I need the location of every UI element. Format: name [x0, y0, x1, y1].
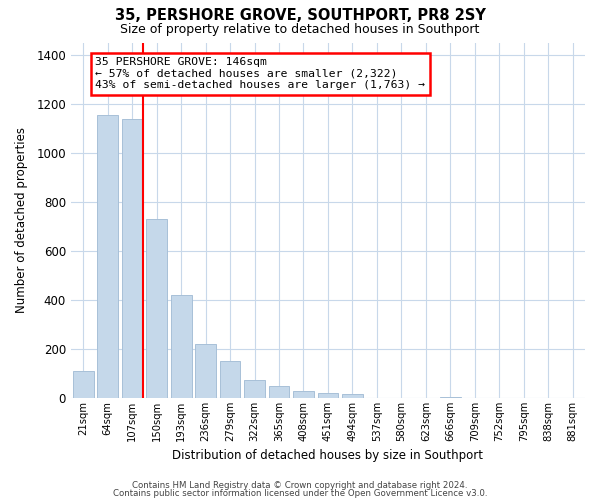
Bar — [146, 219, 167, 398]
Bar — [317, 393, 338, 398]
Bar — [170, 295, 191, 398]
Bar — [73, 371, 94, 398]
Text: Contains public sector information licensed under the Open Government Licence v3: Contains public sector information licen… — [113, 488, 487, 498]
Bar — [342, 394, 363, 398]
X-axis label: Distribution of detached houses by size in Southport: Distribution of detached houses by size … — [172, 450, 484, 462]
Bar — [220, 361, 241, 398]
Text: 35 PERSHORE GROVE: 146sqm
← 57% of detached houses are smaller (2,322)
43% of se: 35 PERSHORE GROVE: 146sqm ← 57% of detac… — [95, 57, 425, 90]
Bar — [269, 386, 289, 398]
Y-axis label: Number of detached properties: Number of detached properties — [15, 128, 28, 314]
Text: Size of property relative to detached houses in Southport: Size of property relative to detached ho… — [121, 22, 479, 36]
Text: 35, PERSHORE GROVE, SOUTHPORT, PR8 2SY: 35, PERSHORE GROVE, SOUTHPORT, PR8 2SY — [115, 8, 485, 22]
Text: Contains HM Land Registry data © Crown copyright and database right 2024.: Contains HM Land Registry data © Crown c… — [132, 481, 468, 490]
Bar — [440, 397, 461, 398]
Bar — [244, 380, 265, 398]
Bar — [97, 115, 118, 398]
Bar — [293, 390, 314, 398]
Bar — [122, 118, 143, 398]
Bar — [195, 344, 216, 398]
